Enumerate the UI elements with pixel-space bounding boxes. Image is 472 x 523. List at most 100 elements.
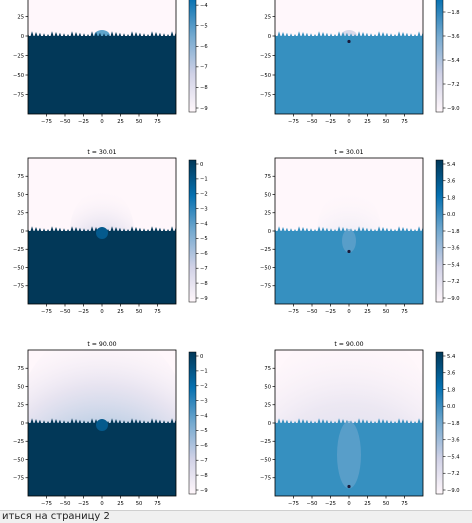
y-tick-label: −50 [13, 265, 24, 271]
colorbar-tick-label: −5 [200, 24, 208, 30]
x-tick-label: −75 [41, 501, 52, 507]
panel-1: −75−50−25025507550250−25−50−75−2−3−4−5−6… [13, 0, 208, 125]
colorbar-tick-label: 3.6 [447, 371, 455, 377]
x-tick-label: 0 [100, 309, 103, 315]
panel-6: −75 −50 −25 0 25 50 75 75 50 25 0 −25 −50 −75 t = 90.0… [260, 341, 460, 507]
colorbar-tick-label: 0 [200, 162, 203, 168]
colorbar-tick-label: 0.0 [447, 212, 455, 218]
colorbar-tick-label: −6 [200, 443, 208, 449]
y-tick-label: −50 [260, 265, 271, 271]
y-tick-label: −25 [13, 439, 24, 445]
y-tick-label: 50 [17, 0, 24, 1]
y-tick-label: −25 [260, 247, 271, 253]
heatmap-surface-edge [275, 226, 423, 237]
x-tick-label: −50 [60, 309, 71, 315]
y-tick-label: −50 [13, 457, 24, 463]
figure: −75−50−25025507550250−25−50−75−2−3−4−5−6… [13, 0, 460, 507]
colorbar-tick-label: −9 [200, 296, 208, 302]
y-tick-label: 75 [17, 366, 24, 372]
heatmap-source-blob [96, 419, 108, 431]
colorbar-tick-label: −5.4 [447, 262, 460, 268]
colorbar-tick-label: −5.4 [447, 58, 460, 64]
colorbar-tick-label: −1.8 [447, 229, 460, 235]
heatmap-surface-edge [275, 31, 423, 42]
x-tick-label: 75 [154, 119, 161, 125]
x-tick-label: −50 [307, 501, 318, 507]
source-marker [347, 249, 351, 254]
y-tick-label: 0 [21, 34, 24, 40]
colorbar [188, 159, 197, 303]
footer-text: иться на страницу 2 [2, 511, 110, 522]
y-tick-label: 25 [17, 14, 24, 20]
colorbar-tick-label: −7 [200, 266, 208, 272]
panel-2: −75−50−25025507550250−25−50−751.80.0−1.8… [260, 0, 460, 125]
y-tick-label: 75 [264, 174, 271, 180]
y-tick-label: 25 [264, 403, 271, 409]
colorbar-tick-label: −3 [200, 206, 208, 212]
y-tick-label: 25 [264, 14, 271, 20]
y-tick-label: −25 [13, 53, 24, 59]
colorbar-tick-label: −8 [200, 473, 208, 479]
colorbar-tick-label: −1 [200, 177, 208, 183]
colorbar [435, 0, 444, 113]
x-tick-label: 50 [136, 309, 143, 315]
x-tick-label: −50 [307, 309, 318, 315]
y-tick-label: 75 [264, 366, 271, 372]
x-tick-label: 25 [364, 501, 371, 507]
colorbar [188, 351, 197, 495]
y-tick-label: −25 [260, 53, 271, 59]
y-tick-label: 75 [17, 174, 24, 180]
x-tick-label: 75 [401, 501, 408, 507]
y-tick-label: −75 [13, 284, 24, 290]
x-tick-label: 25 [117, 501, 124, 507]
colorbar-tick-label: −3.6 [447, 34, 460, 40]
colorbar-tick-label: −9 [200, 488, 208, 494]
colorbar-tick-label: −5.4 [447, 454, 460, 460]
x-tick-label: −25 [78, 119, 89, 125]
colorbar-tick-label: −9.0 [447, 296, 460, 302]
heatmap-surface-edge [28, 418, 176, 429]
y-tick-label: 50 [17, 192, 24, 198]
heatmap-surface-edge [28, 31, 176, 42]
x-tick-label: −50 [307, 119, 318, 125]
heatmap-lower-region [28, 423, 176, 496]
colorbar-tick-label: −1 [200, 369, 208, 375]
source-marker [347, 484, 351, 489]
y-tick-label: 0 [268, 34, 271, 40]
y-tick-label: 50 [264, 384, 271, 390]
x-tick-label: 0 [100, 501, 103, 507]
panel-title: t = 30.01 [334, 149, 363, 156]
y-tick-label: −75 [260, 92, 271, 98]
x-tick-label: 50 [383, 501, 390, 507]
x-tick-label: 50 [136, 119, 143, 125]
x-tick-label: 75 [154, 309, 161, 315]
panel-title: t = 90.00 [87, 341, 116, 348]
colorbar-tick-label: −3.6 [447, 438, 460, 444]
y-tick-label: 50 [17, 384, 24, 390]
y-tick-label: 0 [21, 421, 24, 427]
colorbar-tick-label: −3.6 [447, 246, 460, 252]
colorbar-tick-label: 5.4 [447, 354, 456, 360]
x-tick-label: 50 [383, 309, 390, 315]
colorbar-tick-label: −7.2 [447, 471, 460, 477]
x-tick-label: 0 [100, 119, 103, 125]
y-tick-label: 25 [264, 211, 271, 217]
heatmap-lower-region [28, 36, 176, 114]
x-tick-label: 75 [401, 119, 408, 125]
x-tick-label: −25 [325, 501, 336, 507]
heatmap-intrusion [342, 229, 356, 253]
colorbar-tick-label: −7.2 [447, 82, 460, 88]
x-tick-label: 25 [364, 309, 371, 315]
colorbar-tick-label: 0 [200, 354, 203, 360]
x-tick-label: −75 [288, 119, 299, 125]
y-tick-label: −75 [13, 92, 24, 98]
footer-bar: иться на страницу 2 [0, 510, 472, 523]
colorbar-tick-label: −2 [200, 384, 208, 390]
y-tick-label: −25 [260, 439, 271, 445]
x-tick-label: 25 [117, 309, 124, 315]
x-tick-label: 50 [136, 501, 143, 507]
colorbar [435, 159, 444, 303]
y-tick-label: 25 [17, 211, 24, 217]
